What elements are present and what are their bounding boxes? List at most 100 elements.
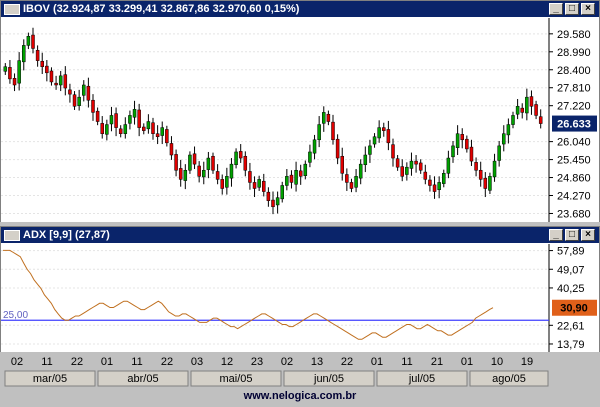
candle-body bbox=[377, 127, 381, 139]
candle-body bbox=[502, 133, 506, 145]
candle-body bbox=[132, 109, 137, 118]
price-tick-label: 23.680 bbox=[557, 208, 591, 220]
ibov-titlebar[interactable]: IBOV (32.924,87 33.299,41 32.867,86 32.9… bbox=[1, 1, 599, 17]
candle-body bbox=[63, 74, 68, 89]
candle-body bbox=[91, 99, 95, 113]
price-tick-label: 24.270 bbox=[557, 191, 591, 203]
candle-body bbox=[298, 170, 303, 177]
candle-body bbox=[266, 191, 271, 201]
candle-body bbox=[451, 145, 455, 158]
candle-body bbox=[54, 82, 58, 86]
x-month-label: jun/05 bbox=[313, 373, 344, 385]
candle-body bbox=[128, 115, 132, 124]
adx-reference-label: 25,00 bbox=[3, 310, 28, 321]
candle-body bbox=[192, 153, 197, 165]
candle-body bbox=[137, 109, 141, 128]
candle-body bbox=[26, 36, 31, 46]
candle-body bbox=[437, 182, 441, 190]
restore-button[interactable]: □ bbox=[565, 229, 579, 241]
candle-body bbox=[520, 107, 524, 113]
adx-series-line bbox=[3, 249, 494, 340]
candle-body bbox=[118, 128, 123, 134]
candle-body bbox=[169, 143, 174, 156]
adx-title: ADX [9,9] (27,87) bbox=[23, 229, 110, 241]
x-month-cell bbox=[469, 370, 549, 387]
price-tick-label: 25.450 bbox=[557, 155, 591, 167]
candle-body bbox=[331, 121, 335, 141]
candle-body bbox=[234, 151, 238, 166]
candle-body bbox=[77, 96, 81, 106]
candle-body bbox=[391, 144, 395, 159]
candle-body bbox=[497, 145, 501, 161]
adx-titlebar[interactable]: ADX [9,9] (27,87) _ □ × bbox=[1, 227, 599, 243]
ibov-plot-area[interactable]: 29.580 28.990 28.400 27.810 27.220 26.040 25.4… bbox=[1, 18, 599, 222]
candle-body bbox=[160, 127, 164, 136]
candle-body bbox=[303, 163, 308, 176]
candle-body bbox=[229, 163, 234, 179]
x-day-label: 22 bbox=[161, 356, 173, 368]
ibov-chart-window: IBOV (32.924,87 33.299,41 32.867,86 32.9… bbox=[0, 0, 600, 222]
x-day-label: 22 bbox=[341, 356, 353, 368]
candle-body bbox=[312, 139, 317, 154]
candle-body bbox=[271, 199, 275, 208]
candle-body bbox=[188, 154, 192, 171]
ibov-title: IBOV (32.924,87 33.299,41 32.867,86 32.9… bbox=[23, 3, 300, 15]
x-day-label: 03 bbox=[191, 356, 203, 368]
x-day-label: 19 bbox=[521, 356, 533, 368]
price-tick-label: 24.860 bbox=[557, 173, 591, 185]
candle-body bbox=[322, 112, 326, 124]
candle-body bbox=[49, 70, 54, 83]
candle-body bbox=[432, 184, 437, 192]
candle-body bbox=[197, 165, 201, 177]
price-tick-label: 27.810 bbox=[557, 83, 591, 95]
x-day-label: 13 bbox=[311, 356, 323, 368]
footer-site[interactable]: www.nelogica.com.br bbox=[243, 390, 357, 402]
candle-body bbox=[95, 110, 100, 122]
adx-plot-area[interactable]: 57,89 49,07 40,25 22,61 13,79 25,00 30,90 bbox=[1, 244, 599, 352]
candle-body bbox=[354, 176, 358, 188]
candle-body bbox=[238, 151, 243, 159]
candle-body bbox=[58, 75, 63, 86]
price-tick-label: 27.220 bbox=[557, 101, 591, 113]
restore-button[interactable]: □ bbox=[565, 3, 579, 15]
candle-body bbox=[289, 174, 294, 183]
window-menu-icon[interactable] bbox=[4, 4, 20, 15]
candle-body bbox=[465, 138, 469, 150]
candle-body bbox=[40, 60, 44, 67]
x-month-cell bbox=[4, 370, 96, 387]
close-button[interactable]: × bbox=[581, 229, 595, 241]
candle-body bbox=[225, 176, 229, 188]
price-current-badge bbox=[552, 115, 597, 132]
adx-tick-label: 49,07 bbox=[557, 264, 585, 276]
x-day-label: 02 bbox=[281, 356, 293, 368]
candle-body bbox=[538, 116, 543, 124]
x-day-label: 01 bbox=[461, 356, 473, 368]
candle-body bbox=[483, 177, 488, 189]
candle-body bbox=[123, 124, 128, 134]
candle-body bbox=[151, 122, 155, 134]
minimize-button[interactable]: _ bbox=[549, 3, 563, 15]
candle-body bbox=[114, 113, 118, 128]
x-day-label: 02 bbox=[11, 356, 23, 368]
candle-body bbox=[400, 166, 404, 177]
x-day-label: 10 bbox=[491, 356, 503, 368]
candle-body bbox=[405, 166, 409, 175]
candle-body bbox=[72, 94, 77, 107]
candle-body bbox=[243, 155, 248, 171]
close-button[interactable]: × bbox=[581, 3, 595, 15]
candle-body bbox=[534, 104, 538, 116]
time-axis[interactable]: 02 11 22 01 11 22 03 12 23 02 13 22 01 11 21 01 10 19 mar/… bbox=[0, 352, 600, 388]
candle-body bbox=[294, 169, 298, 185]
candle-body bbox=[345, 174, 349, 183]
price-tick-label: 28.990 bbox=[557, 47, 591, 59]
candle-body bbox=[308, 151, 312, 163]
window-menu-icon[interactable] bbox=[4, 230, 20, 241]
minimize-button[interactable]: _ bbox=[549, 229, 563, 241]
candle-body bbox=[446, 157, 451, 174]
x-day-label: 23 bbox=[251, 356, 263, 368]
candle-body bbox=[474, 162, 478, 171]
adx-tick-label: 13,79 bbox=[557, 339, 585, 351]
candle-body bbox=[12, 78, 17, 86]
adx-chart: 57,89 49,07 40,25 22,61 13,79 25,00 30,90 bbox=[1, 244, 597, 352]
candle-body bbox=[142, 126, 146, 131]
